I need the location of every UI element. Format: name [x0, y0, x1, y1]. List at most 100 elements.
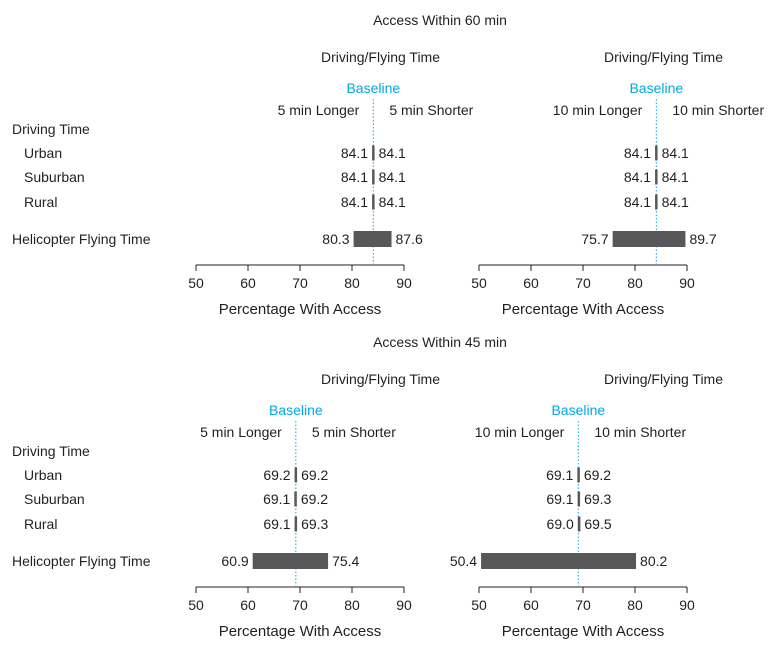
- high-value-label: 69.5: [584, 516, 611, 532]
- high-value-label: 69.3: [584, 491, 611, 507]
- panel-subtitle: Driving/Flying Time: [321, 49, 440, 65]
- x-tick-label: 80: [627, 275, 643, 291]
- low-value-label: 69.1: [263, 516, 290, 532]
- left-scenario-label: 5 min Longer: [278, 102, 360, 118]
- high-value-label: 75.4: [332, 553, 359, 569]
- left-scenario-label: 5 min Longer: [200, 424, 282, 440]
- range-bar: [655, 194, 658, 210]
- x-tick-label: 90: [396, 597, 412, 613]
- left-scenario-label: 10 min Longer: [475, 424, 565, 440]
- x-tick-label: 50: [188, 597, 204, 613]
- right-scenario-label: 5 min Shorter: [389, 102, 473, 118]
- baseline-label: Baseline: [629, 80, 683, 96]
- low-value-label: 69.0: [547, 516, 574, 532]
- low-value-label: 50.4: [450, 553, 477, 569]
- x-tick-label: 50: [188, 275, 204, 291]
- row-label: Rural: [24, 194, 57, 210]
- high-value-label: 89.7: [689, 231, 716, 247]
- x-tick-label: 90: [396, 275, 412, 291]
- panel-subtitle: Driving/Flying Time: [321, 371, 440, 387]
- low-value-label: 84.1: [341, 145, 368, 161]
- range-bar: [294, 491, 297, 507]
- high-value-label: 84.1: [662, 145, 689, 161]
- range-bar: [294, 516, 298, 532]
- range-bar: [612, 231, 686, 247]
- low-value-label: 69.1: [546, 491, 573, 507]
- x-tick-label: 60: [523, 275, 539, 291]
- low-value-label: 75.7: [581, 231, 608, 247]
- high-value-label: 84.1: [379, 194, 406, 210]
- low-value-label: 69.1: [263, 491, 290, 507]
- x-tick-label: 50: [471, 275, 487, 291]
- low-value-label: 84.1: [341, 169, 368, 185]
- low-value-label: 84.1: [624, 169, 651, 185]
- x-axis-label: Percentage With Access: [502, 623, 665, 640]
- high-value-label: 69.3: [301, 516, 328, 532]
- x-tick-label: 60: [240, 275, 256, 291]
- row-label: Suburban: [24, 491, 85, 507]
- x-tick-label: 90: [679, 275, 695, 291]
- low-value-label: 84.1: [341, 194, 368, 210]
- right-scenario-label: 5 min Shorter: [312, 424, 396, 440]
- high-value-label: 84.1: [662, 194, 689, 210]
- range-bar: [481, 553, 637, 569]
- row-header-label: Driving Time: [12, 443, 90, 459]
- row-label: Helicopter Flying Time: [12, 231, 151, 247]
- x-axis-label: Percentage With Access: [502, 301, 665, 318]
- range-bar: [353, 231, 392, 247]
- low-value-label: 60.9: [221, 553, 248, 569]
- high-value-label: 80.2: [640, 553, 667, 569]
- high-value-label: 69.2: [301, 467, 328, 483]
- x-tick-label: 80: [344, 597, 360, 613]
- low-value-label: 84.1: [624, 194, 651, 210]
- x-tick-label: 70: [292, 275, 308, 291]
- baseline-label: Baseline: [269, 402, 323, 418]
- range-bar: [577, 491, 581, 507]
- panel-subtitle: Driving/Flying Time: [604, 49, 723, 65]
- low-value-label: 69.2: [263, 467, 290, 483]
- left-scenario-label: 10 min Longer: [553, 102, 643, 118]
- baseline-label: Baseline: [346, 80, 400, 96]
- row-label: Urban: [24, 145, 62, 161]
- high-value-label: 84.1: [379, 169, 406, 185]
- high-value-label: 69.2: [301, 491, 328, 507]
- group-title: Access Within 45 min: [373, 334, 507, 350]
- high-value-label: 84.1: [662, 169, 689, 185]
- row-label: Helicopter Flying Time: [12, 553, 151, 569]
- range-bar: [294, 467, 298, 483]
- x-tick-label: 70: [575, 597, 591, 613]
- right-scenario-label: 10 min Shorter: [594, 424, 686, 440]
- high-value-label: 84.1: [379, 145, 406, 161]
- range-bar: [372, 145, 375, 161]
- panel-subtitle: Driving/Flying Time: [604, 371, 723, 387]
- x-tick-label: 80: [344, 275, 360, 291]
- range-bar: [372, 194, 375, 210]
- x-tick-label: 60: [240, 597, 256, 613]
- x-axis-label: Percentage With Access: [219, 301, 382, 318]
- x-tick-label: 90: [679, 597, 695, 613]
- range-bar: [577, 516, 581, 532]
- baseline-label: Baseline: [551, 402, 605, 418]
- range-bar: [252, 553, 329, 569]
- low-value-label: 69.1: [546, 467, 573, 483]
- group-title: Access Within 60 min: [373, 12, 507, 28]
- low-value-label: 80.3: [322, 231, 349, 247]
- x-axis-label: Percentage With Access: [219, 623, 382, 640]
- low-value-label: 84.1: [624, 145, 651, 161]
- row-header-label: Driving Time: [12, 121, 90, 137]
- row-label: Suburban: [24, 169, 85, 185]
- range-bar: [655, 145, 658, 161]
- row-label: Rural: [24, 516, 57, 532]
- high-value-label: 87.6: [396, 231, 423, 247]
- row-label: Urban: [24, 467, 62, 483]
- range-bar: [655, 169, 658, 185]
- right-scenario-label: 10 min Shorter: [672, 102, 764, 118]
- x-tick-label: 70: [292, 597, 308, 613]
- range-bar: [577, 467, 580, 483]
- x-tick-label: 60: [523, 597, 539, 613]
- x-tick-label: 50: [471, 597, 487, 613]
- x-tick-label: 80: [627, 597, 643, 613]
- high-value-label: 69.2: [584, 467, 611, 483]
- x-tick-label: 70: [575, 275, 591, 291]
